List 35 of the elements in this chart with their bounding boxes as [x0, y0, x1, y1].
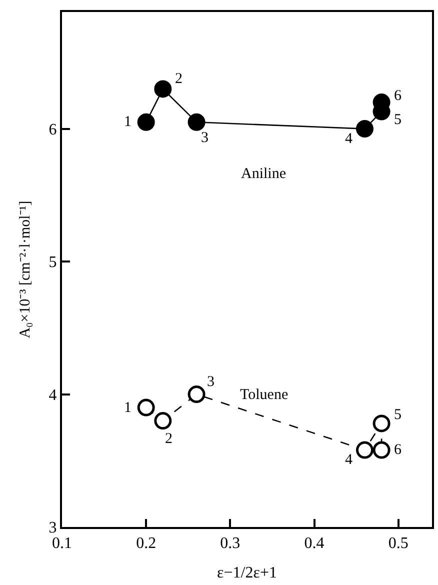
annotation: 4: [345, 452, 353, 468]
annotation: 2: [165, 431, 172, 447]
x-tick-label: 0.1: [52, 535, 72, 552]
annotation: 3: [207, 374, 214, 390]
point: [154, 80, 172, 98]
annotation: 1: [124, 114, 132, 130]
x-axis-title: ε−1/2ε+1: [217, 564, 277, 582]
point: [137, 113, 155, 131]
annotation: 5: [394, 112, 402, 128]
y-tick-label: 3: [48, 520, 57, 537]
x-tick-label: 0.2: [136, 535, 156, 552]
annotation: 3: [201, 130, 208, 146]
point: [188, 113, 206, 131]
point: [356, 120, 374, 138]
point: [372, 414, 390, 432]
point: [188, 386, 206, 404]
x-tick-label: 0.3: [220, 535, 240, 552]
annotation: 1: [124, 400, 132, 416]
y-tick-label: 5: [48, 254, 57, 272]
y-tick-label: 6: [48, 121, 57, 138]
annotation: 2: [175, 71, 182, 87]
y-axis-title: A₀×10⁻³ [cm⁻²·l·mol⁻¹]: [18, 200, 34, 338]
point: [356, 441, 374, 459]
x-tick-label: 0.5: [388, 535, 408, 552]
point: [137, 398, 155, 416]
annotation: 6: [394, 442, 402, 458]
series-label: Toluene: [240, 387, 288, 403]
point: [154, 412, 172, 430]
y-tick-label: 4: [48, 386, 57, 404]
point: [372, 441, 390, 459]
x-tick-label: 0.4: [304, 535, 324, 552]
text: Aniline: [241, 166, 286, 182]
annotation: 4: [345, 131, 353, 147]
annotation: 5: [394, 407, 402, 423]
annotation: 6: [394, 88, 402, 104]
